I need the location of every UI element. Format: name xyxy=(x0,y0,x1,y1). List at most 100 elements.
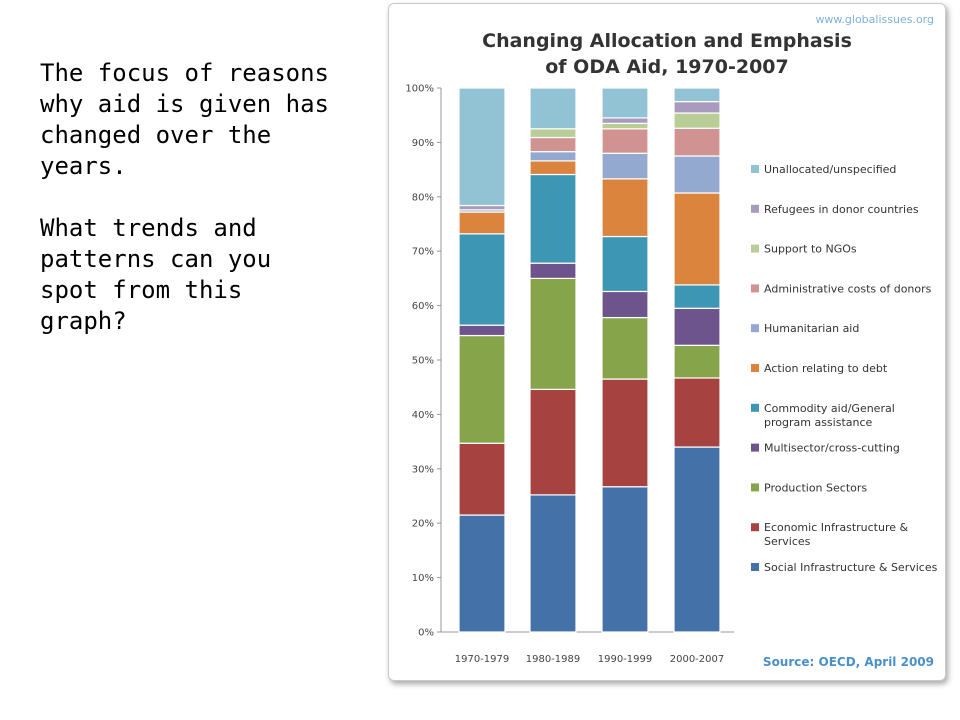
bar-segment-0 xyxy=(601,486,649,633)
legend-item: Action relating to debt xyxy=(751,362,888,375)
bar-segment-9 xyxy=(601,117,649,124)
y-tick-label: 60% xyxy=(412,301,434,312)
y-tick-label: 90% xyxy=(412,138,434,149)
legend-label: Economic Infrastructure & xyxy=(764,521,909,534)
bar-segment-5 xyxy=(601,178,649,238)
bar-segment-5 xyxy=(673,192,721,286)
bar-segment-7 xyxy=(601,128,649,154)
y-tick-label: 10% xyxy=(412,573,434,584)
legend-swatch xyxy=(751,523,759,532)
y-tick-label: 50% xyxy=(412,356,434,367)
legend-label: Services xyxy=(764,535,811,548)
legend-label: program assistance xyxy=(764,416,873,429)
bar-segment-0 xyxy=(458,514,506,633)
legend-swatch xyxy=(751,403,759,412)
bar-segment-10 xyxy=(529,87,577,130)
oda-stacked-bar-chart: www.globalissues.org Changing Allocation… xyxy=(405,13,938,669)
legend-label: Humanitarian aid xyxy=(764,322,859,335)
legend-label: Production Sectors xyxy=(764,481,867,494)
bar-segment-3 xyxy=(601,290,649,319)
bar-segment-9 xyxy=(673,100,721,114)
bar-segment-6 xyxy=(601,152,649,180)
bar-segment-3 xyxy=(673,307,721,346)
bar-stack-1990-1999 xyxy=(601,87,649,633)
source-label: Source: OECD, April 2009 xyxy=(763,655,934,669)
bar-segment-1 xyxy=(601,378,649,488)
bar-segment-7 xyxy=(529,136,577,153)
bar-segment-4 xyxy=(673,284,721,309)
bar-segment-2 xyxy=(673,344,721,379)
legend-swatch xyxy=(751,244,759,253)
bar-segment-3 xyxy=(458,324,506,337)
bar-segment-4 xyxy=(601,235,649,293)
legend-item: Humanitarian aid xyxy=(751,322,859,335)
legend-swatch xyxy=(751,324,759,333)
bar-segment-8 xyxy=(673,112,721,129)
x-axis-labels: 1970-1979 1980-1989 1990-1999 2000-2007 xyxy=(455,654,725,665)
legend-label: Commodity aid/General xyxy=(764,402,895,415)
bar-stack-1980-1989 xyxy=(529,87,577,633)
legend-swatch xyxy=(751,483,759,492)
question-paragraph: What trends and patterns can you spot fr… xyxy=(40,214,272,335)
legend-swatch xyxy=(751,443,759,452)
y-tick-label: 80% xyxy=(412,192,434,203)
y-tick-label: 40% xyxy=(412,410,434,421)
y-tick-label: 70% xyxy=(412,247,434,258)
legend-item: Support to NGOs xyxy=(751,243,857,256)
bar-segment-2 xyxy=(601,316,649,380)
x-tick-label: 1970-1979 xyxy=(455,654,510,665)
legend-label: Social Infrastructure & Services xyxy=(764,561,938,574)
bar-segment-0 xyxy=(529,494,577,633)
bar-segment-7 xyxy=(673,127,721,157)
legend-item: Unallocated/unspecified xyxy=(751,163,896,176)
legend-item: Multisector/cross-cutting xyxy=(751,442,900,455)
y-tick-label: 30% xyxy=(412,464,434,475)
y-tick-label: 100% xyxy=(405,84,434,95)
slide-text-block: The focus of reasons why aid is given ha… xyxy=(40,58,340,368)
chart-title-line-1: Changing Allocation and Emphasis xyxy=(482,30,852,52)
legend: Unallocated/unspecified Refugees in donor… xyxy=(751,163,938,574)
bar-segment-2 xyxy=(529,277,577,390)
bar-segment-1 xyxy=(673,377,721,448)
legend-item: Economic Infrastructure &Services xyxy=(751,521,909,548)
bar-segment-10 xyxy=(601,87,649,119)
legend-label: Administrative costs of donors xyxy=(764,282,932,295)
bar-segment-5 xyxy=(458,211,506,235)
x-tick-label: 1980-1989 xyxy=(526,654,581,665)
bar-segment-4 xyxy=(529,173,577,264)
intro-paragraph: The focus of reasons why aid is given ha… xyxy=(40,59,329,180)
bar-segment-1 xyxy=(458,442,506,516)
bar-segment-3 xyxy=(529,262,577,279)
legend-swatch xyxy=(751,563,759,571)
legend-label: Unallocated/unspecified xyxy=(764,163,896,176)
x-tick-label: 1990-1999 xyxy=(598,654,653,665)
legend-item: Administrative costs of donors xyxy=(751,282,932,295)
bar-segment-8 xyxy=(601,122,649,130)
bars-group xyxy=(458,87,721,633)
bar-segment-10 xyxy=(458,87,506,207)
legend-item: Social Infrastructure & Services xyxy=(751,561,938,574)
chart-frame: www.globalissues.org Changing Allocation… xyxy=(388,3,946,681)
bar-stack-1970-1979 xyxy=(458,87,506,633)
x-tick-label: 2000-2007 xyxy=(670,654,725,665)
bar-segment-8 xyxy=(529,128,577,139)
legend-label: Support to NGOs xyxy=(764,243,857,256)
bar-segment-0 xyxy=(673,446,721,633)
bar-stack-2000-2007 xyxy=(673,87,721,633)
chart-title-line-2: of ODA Aid, 1970-2007 xyxy=(545,56,788,78)
bar-segment-5 xyxy=(529,160,577,176)
legend-swatch xyxy=(751,284,759,293)
legend-label: Multisector/cross-cutting xyxy=(764,442,900,455)
legend-swatch xyxy=(751,364,759,372)
legend-item: Production Sectors xyxy=(751,481,867,494)
y-tick-label: 20% xyxy=(412,519,434,530)
bar-segment-10 xyxy=(673,87,721,103)
bar-segment-4 xyxy=(458,233,506,326)
website-label: www.globalissues.org xyxy=(815,13,934,26)
bar-segment-2 xyxy=(458,334,506,444)
legend-label: Refugees in donor countries xyxy=(764,203,919,216)
y-tick-label: 0% xyxy=(418,628,434,639)
bar-segment-1 xyxy=(529,388,577,496)
legend-swatch xyxy=(751,204,759,213)
